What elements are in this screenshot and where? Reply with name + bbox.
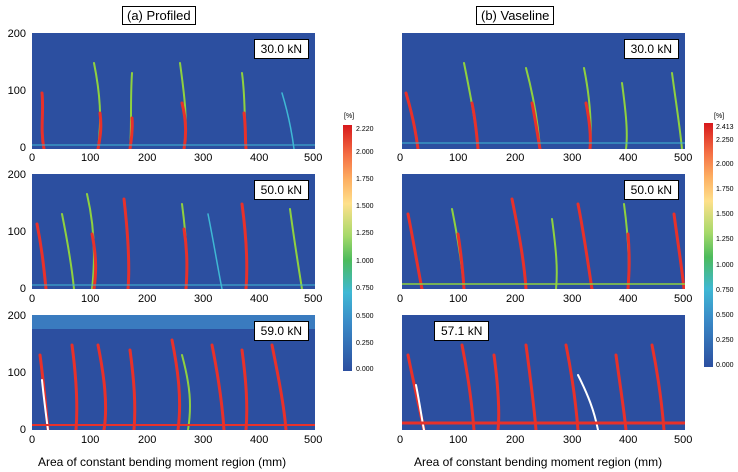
colorbar-tick: 2.250: [716, 137, 734, 144]
colorbar-tick: 0.750: [716, 287, 734, 294]
x-tick: 500: [674, 434, 693, 446]
y-tick: 200: [7, 28, 26, 40]
x-tick: 300: [563, 293, 582, 305]
colorbar-tick: 0.250: [356, 340, 374, 347]
load-label: 30.0 kN: [623, 39, 679, 59]
x-tick: 100: [449, 434, 468, 446]
colorbar-tick: 1.500: [356, 203, 374, 210]
x-tick: 100: [81, 434, 100, 446]
x-tick: 0: [397, 293, 404, 305]
x-tick: 400: [250, 434, 269, 446]
strain-map-profiled-2: 50.0 kN: [32, 174, 315, 289]
strain-map-vaseline-2: 50.0 kN: [402, 174, 685, 289]
x-tick: 400: [619, 434, 638, 446]
colorbar-profiled: [343, 125, 352, 371]
x-axis-label-vaseline: Area of constant bending moment region (…: [414, 455, 663, 469]
colorbar-tick: 1.750: [716, 186, 734, 193]
y-tick: 0: [19, 142, 26, 154]
colorbar-tick: 1.250: [356, 230, 374, 237]
x-tick: 100: [449, 152, 468, 164]
colorbar-tick: 1.000: [716, 262, 734, 269]
x-tick: 300: [194, 152, 213, 164]
x-tick: 0: [29, 152, 36, 164]
colorbar-tick: 0.250: [716, 337, 734, 344]
y-tick: 100: [7, 367, 26, 379]
y-tick: 100: [7, 226, 26, 238]
x-tick: 500: [304, 293, 323, 305]
y-tick: 200: [7, 169, 26, 181]
y-tick: 0: [19, 424, 26, 436]
colorbar-tick: 1.000: [356, 258, 374, 265]
x-tick: 300: [563, 152, 582, 164]
load-label: 50.0 kN: [253, 180, 309, 200]
x-tick: 0: [29, 434, 36, 446]
x-tick: 500: [674, 293, 693, 305]
load-label: 30.0 kN: [253, 39, 309, 59]
y-tick: 100: [7, 85, 26, 97]
x-tick: 0: [397, 434, 404, 446]
load-label: 59.0 kN: [253, 321, 309, 341]
colorbar-tick: 2.220: [356, 126, 374, 133]
colorbar-tick: 0.500: [356, 313, 374, 320]
x-tick: 300: [194, 293, 213, 305]
x-tick: 100: [81, 152, 100, 164]
colorbar-tick: 1.500: [716, 211, 734, 218]
colorbar-tick: 0.000: [716, 362, 734, 369]
x-tick: 500: [304, 434, 323, 446]
colorbar-tick: 2.000: [716, 161, 734, 168]
colorbar-tick: 0.750: [356, 285, 374, 292]
colorbar-tick: 0.500: [716, 312, 734, 319]
x-tick: 400: [250, 293, 269, 305]
column-title-profiled: (a) Profiled: [122, 6, 196, 25]
x-tick: 200: [138, 434, 157, 446]
colorbar-unit: [%]: [714, 113, 725, 120]
colorbar-tick: 2.413: [716, 124, 734, 131]
x-tick: 500: [674, 152, 693, 164]
strain-map-profiled-3: 59.0 kN: [32, 315, 315, 430]
x-tick: 0: [397, 152, 404, 164]
x-tick: 400: [250, 152, 269, 164]
x-tick: 200: [138, 152, 157, 164]
load-label: 50.0 kN: [623, 180, 679, 200]
x-tick: 200: [506, 293, 525, 305]
x-axis-label-profiled: Area of constant bending moment region (…: [38, 455, 287, 469]
y-tick: 0: [19, 283, 26, 295]
x-tick: 300: [194, 434, 213, 446]
strain-map-vaseline-1: 30.0 kN: [402, 33, 685, 149]
column-title-vaseline: (b) Vaseline: [476, 6, 555, 25]
strain-map-profiled-1: 30.0 kN: [32, 33, 315, 149]
x-tick: 100: [449, 293, 468, 305]
x-tick: 500: [304, 152, 323, 164]
colorbar-vaseline: [704, 123, 713, 367]
colorbar-tick: 0.000: [356, 366, 374, 373]
y-tick: 200: [7, 310, 26, 322]
x-tick: 300: [563, 434, 582, 446]
x-tick: 400: [619, 293, 638, 305]
colorbar-tick: 1.250: [716, 236, 734, 243]
colorbar-tick: 2.000: [356, 149, 374, 156]
strain-map-vaseline-3: 57.1 kN: [402, 315, 685, 430]
x-tick: 100: [81, 293, 100, 305]
x-tick: 200: [138, 293, 157, 305]
x-tick: 400: [619, 152, 638, 164]
colorbar-tick: 1.750: [356, 176, 374, 183]
x-tick: 0: [29, 293, 36, 305]
x-tick: 200: [506, 152, 525, 164]
x-tick: 200: [506, 434, 525, 446]
colorbar-unit: [%]: [344, 113, 355, 120]
load-label: 57.1 kN: [434, 321, 490, 341]
